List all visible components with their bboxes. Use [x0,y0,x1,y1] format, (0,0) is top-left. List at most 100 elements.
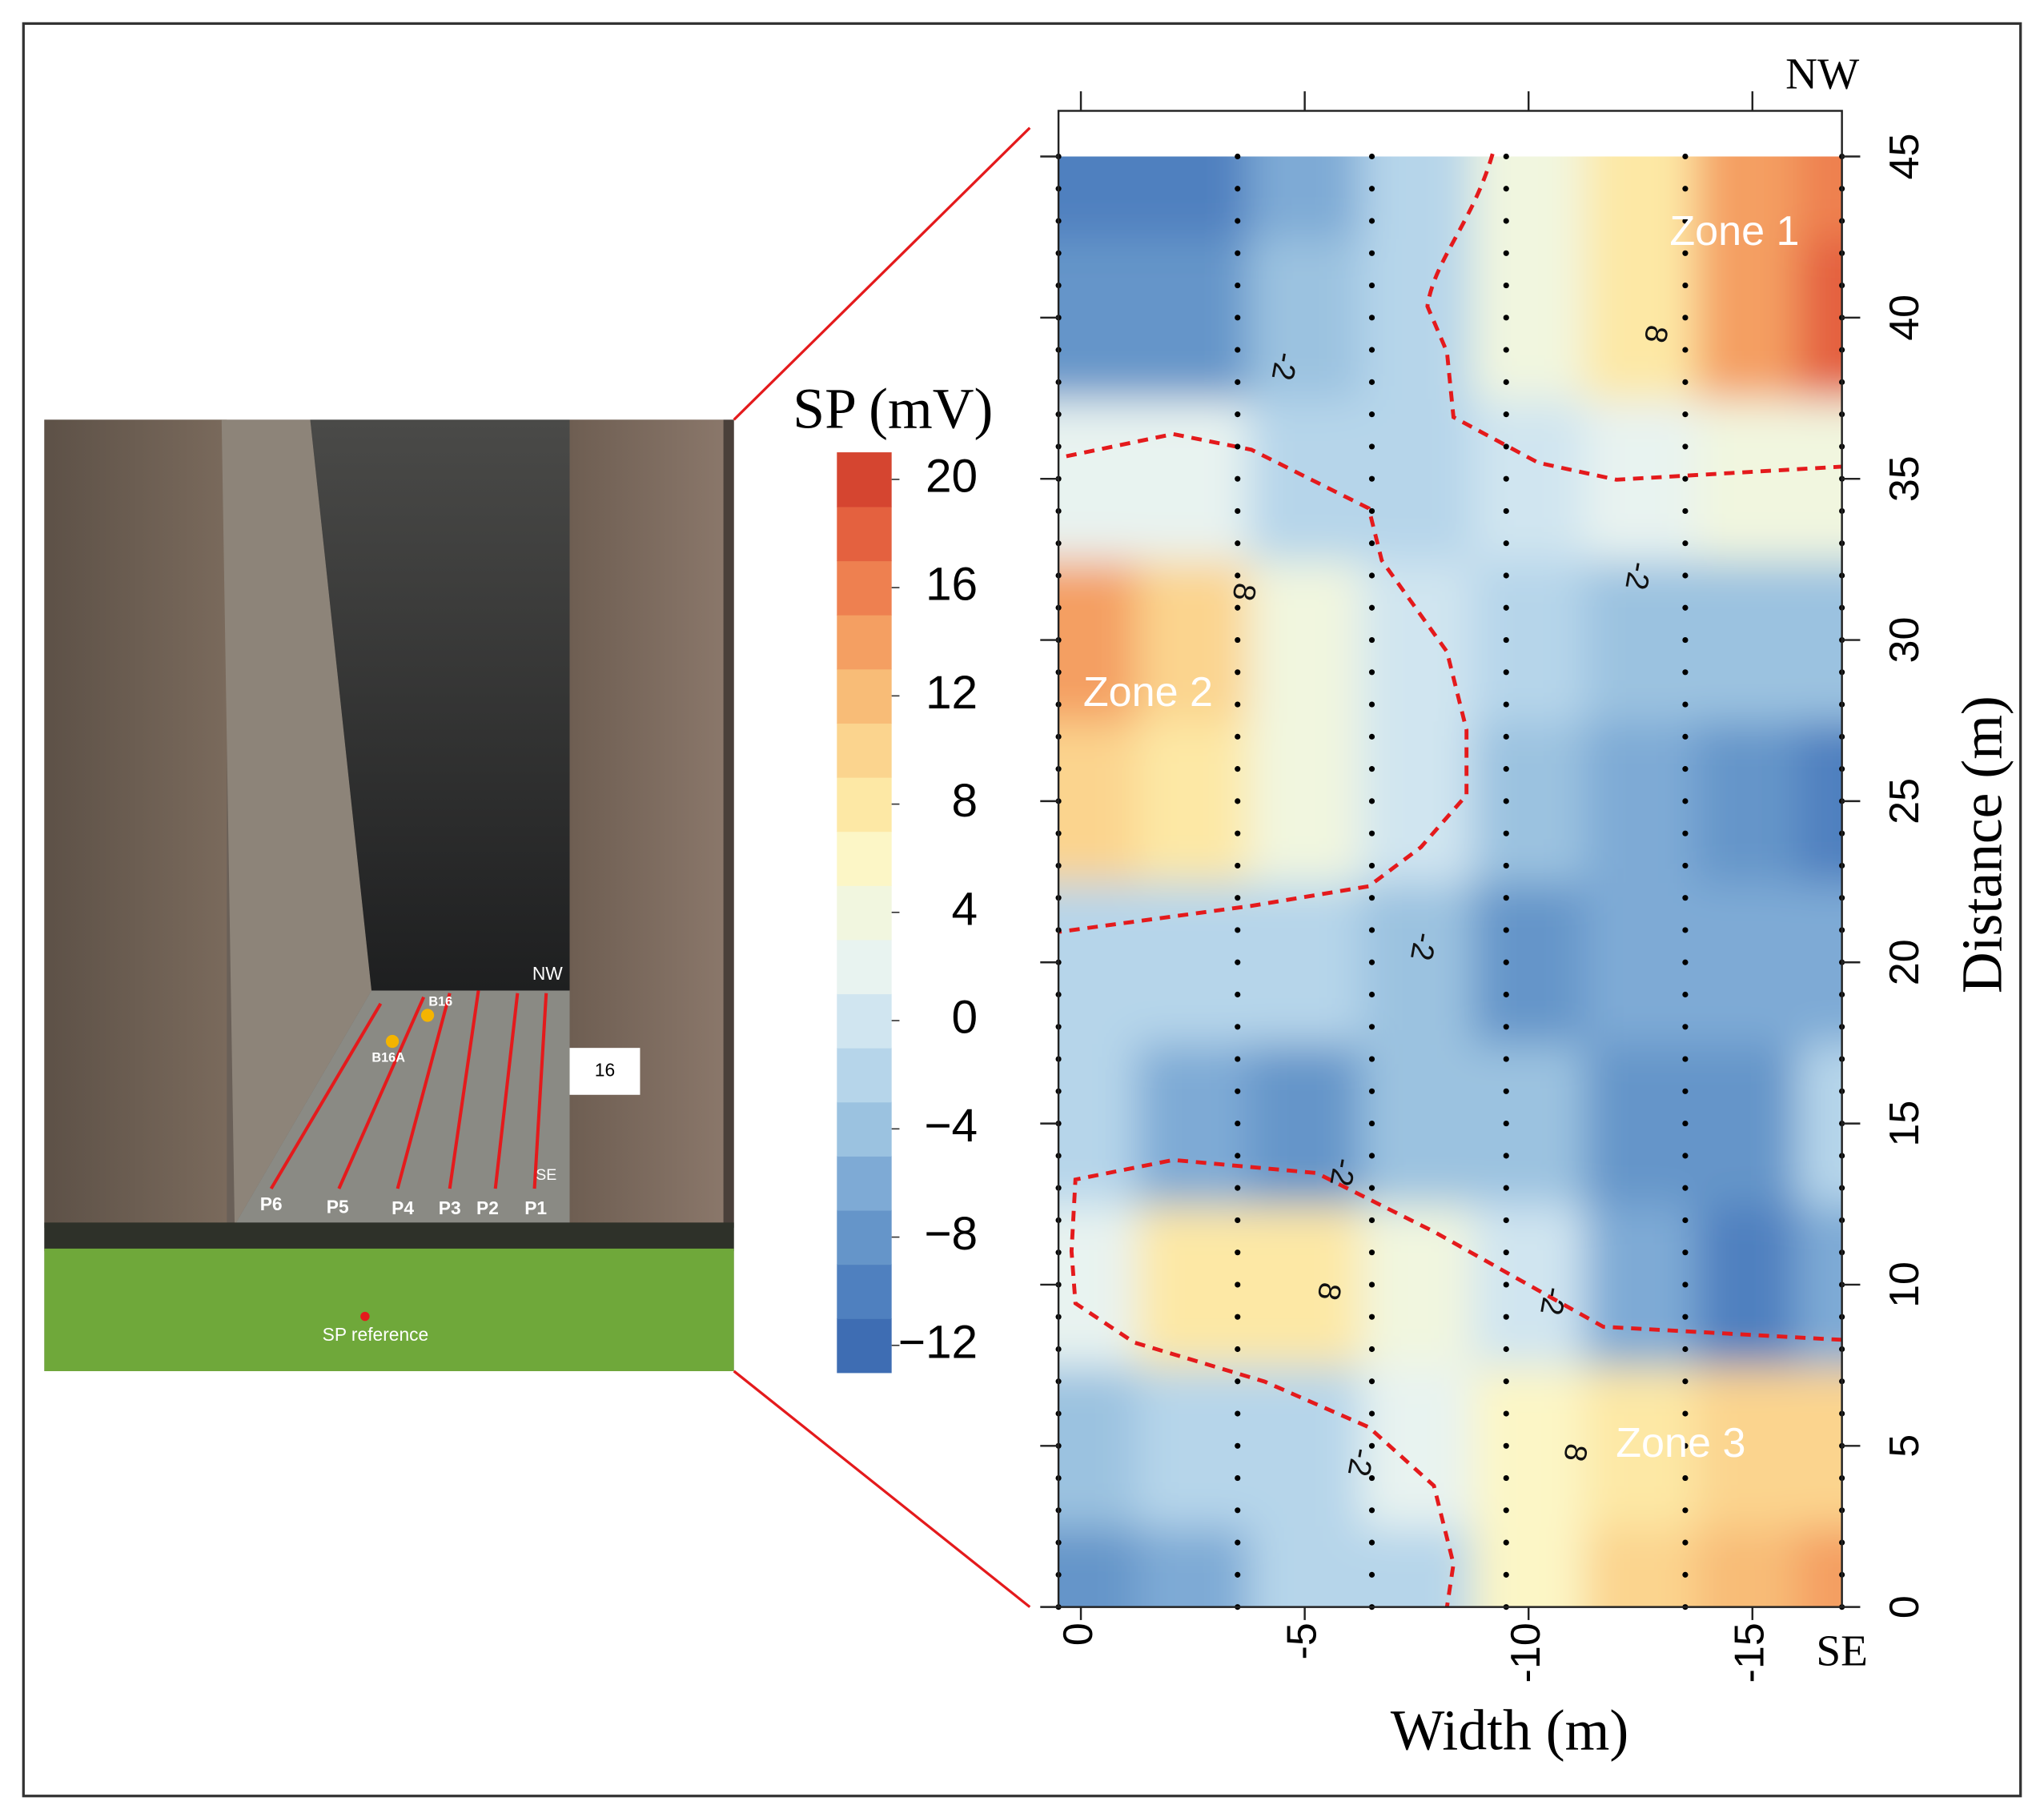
survey-point [1503,1024,1509,1030]
survey-point [1235,895,1241,901]
photo-direction: SE [536,1166,556,1184]
contour-cell [1797,156,1842,239]
survey-point [1503,1056,1509,1062]
tunnel [310,419,570,991]
contour-cell [1472,398,1586,561]
contour-cell [1360,1365,1474,1528]
survey-point [1682,1314,1689,1320]
survey-point [1682,1249,1689,1256]
survey-point [1682,443,1689,450]
colorbar-tick-label: 4 [952,883,978,935]
contour-cell [1058,559,1138,722]
contour-fill [1058,156,1842,1607]
zone-boundaries [1058,153,1842,1608]
contour-cell [1696,881,1799,1045]
survey-point [1368,1282,1375,1288]
contour-cell [1472,881,1586,1045]
contour-cell [1248,1204,1363,1367]
survey-point [1368,1249,1375,1256]
survey-point [1235,411,1241,418]
survey-point [1368,1088,1375,1094]
contour-cell [1584,1204,1698,1367]
contour-cell [1472,1042,1586,1205]
profile-label: P2 [476,1197,499,1218]
survey-point [1235,282,1241,289]
survey-point [1368,379,1375,385]
contour-cell [1696,237,1799,400]
profile-label: P5 [327,1196,349,1217]
survey-profile [1503,153,1509,1610]
contour-cell [1472,156,1586,239]
y-tick-label: 0 [1881,1595,1928,1618]
y-tick-label: 10 [1881,1261,1928,1308]
survey-point [1368,347,1375,353]
survey-point [1682,1056,1689,1062]
colorbar-box [837,506,892,562]
survey-point [1368,991,1375,998]
survey-point [1368,475,1375,482]
survey-point [1235,636,1241,644]
contour-cell [1797,237,1842,400]
borehole-label: B16A [371,1050,405,1065]
survey-point [1682,1121,1689,1127]
contour-cell [1797,1526,1842,1607]
contour-cell [1360,881,1474,1045]
survey-point [1235,1153,1241,1159]
survey-point [1503,701,1509,708]
survey-point [1503,1474,1509,1482]
contour-cell [1058,398,1138,561]
survey-point [1235,572,1241,579]
survey-point [1682,1507,1689,1514]
survey-point [1235,540,1241,547]
survey-point [1368,443,1375,450]
survey-point [1503,1571,1509,1578]
survey-point [1235,669,1241,676]
profile-arrows [269,990,548,1190]
colorbar-box [837,1101,892,1157]
colorbar-box [837,1209,892,1265]
contour-cell [1058,720,1138,884]
x-tick-label: -15 [1727,1622,1773,1683]
contour-cell [1136,398,1251,561]
survey-point [1503,1153,1509,1159]
contour-cell [1584,881,1698,1045]
colorbar-tick-label: 0 [952,992,978,1044]
y-axis-title: Distance (m) [1950,696,2014,993]
survey-point [1235,1539,1241,1546]
survey-point [1235,1217,1241,1223]
contour-cell [1584,156,1698,239]
survey-point [1368,1314,1375,1320]
survey-point [1503,798,1509,804]
survey-point [1682,1217,1689,1223]
contour-cell [1248,1526,1363,1607]
survey-point [1368,1121,1375,1127]
survey-point [1682,411,1689,418]
survey-point [1682,1410,1689,1417]
survey-point [1235,1410,1241,1417]
survey-point [1503,669,1509,676]
survey-point [1682,701,1689,708]
zone-label: Zone 1 [1669,208,1799,255]
survey-point [1682,798,1689,804]
profile-label: P6 [260,1193,283,1214]
contour-cell [1584,237,1698,400]
survey-point [1368,1185,1375,1191]
contour-cell [1136,156,1251,239]
survey-point [1503,862,1509,869]
borehole [420,1009,435,1022]
contour-cell [1136,559,1251,722]
survey-point [1503,895,1509,901]
survey-point [1682,636,1689,644]
survey-point [1235,1185,1241,1191]
survey-point [1368,1474,1375,1482]
left-wall [44,419,227,1228]
survey-point [1368,1571,1375,1578]
contour-label: -2 [1618,560,1656,593]
y-tick-label: 40 [1881,295,1928,341]
contour-cell [1584,1365,1698,1528]
survey-point [1503,959,1509,965]
survey-point [1503,1088,1509,1094]
y-tick-label: 15 [1881,1101,1928,1147]
survey-point [1503,1282,1509,1288]
